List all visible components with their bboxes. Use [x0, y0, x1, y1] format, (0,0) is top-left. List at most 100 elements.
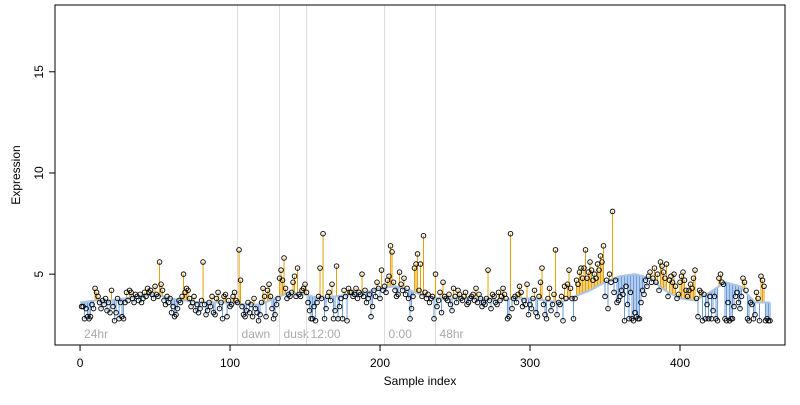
data-point [536, 293, 542, 300]
data-point [392, 287, 398, 294]
data-point [599, 259, 605, 265]
data-point [95, 293, 101, 300]
data-point [372, 293, 379, 300]
data-point [414, 251, 421, 257]
data-point [224, 313, 230, 320]
data-point [339, 315, 346, 322]
data-point [374, 279, 380, 286]
data-point [761, 283, 767, 290]
data-point [567, 285, 574, 292]
data-point [198, 297, 205, 304]
data-point [294, 265, 301, 271]
data-point [290, 279, 296, 286]
data-point [596, 267, 602, 273]
data-point [689, 285, 695, 292]
data-point [710, 307, 716, 314]
data-point [446, 291, 452, 298]
data-point [279, 277, 286, 283]
data-point [641, 291, 647, 298]
data-point [186, 295, 193, 302]
data-point [311, 303, 317, 310]
data-point [743, 287, 749, 294]
data-point [432, 271, 439, 277]
data-point [581, 265, 587, 271]
data-point [651, 265, 658, 271]
data-point [152, 283, 158, 290]
data-point [158, 281, 164, 288]
x-tick-label: 300 [520, 356, 540, 370]
x-tick-label: 200 [370, 356, 390, 370]
data-point [569, 295, 575, 302]
data-point [705, 315, 712, 322]
data-point [725, 299, 731, 306]
data-point [491, 293, 497, 300]
data-point [720, 281, 727, 288]
data-point [83, 305, 89, 312]
data-point [401, 275, 407, 281]
data-point [729, 315, 736, 322]
data-point [101, 301, 107, 308]
data-point [125, 297, 131, 304]
data-point [291, 273, 298, 279]
data-point [332, 307, 338, 314]
data-point [753, 289, 760, 296]
data-point [594, 261, 601, 267]
data-point [353, 285, 359, 292]
data-point [660, 269, 667, 275]
data-point [201, 301, 208, 308]
data-point [180, 271, 187, 277]
data-point [185, 287, 191, 294]
data-point [656, 287, 662, 294]
data-point [156, 259, 163, 265]
data-point [390, 279, 397, 286]
data-point [509, 305, 515, 312]
data-point [516, 283, 523, 290]
data-point [177, 299, 184, 306]
data-point [578, 265, 584, 271]
data-point [741, 279, 748, 286]
data-point [575, 281, 581, 288]
data-point [306, 307, 313, 314]
data-point [695, 313, 701, 320]
data-point [396, 269, 403, 275]
data-point [222, 291, 229, 298]
data-point [90, 305, 97, 312]
data-point [120, 315, 127, 322]
data-point [248, 301, 254, 308]
data-point [606, 271, 613, 277]
data-point [684, 293, 691, 300]
data-point [548, 307, 554, 314]
data-point [690, 275, 697, 281]
data-point [644, 283, 650, 290]
data-point [624, 301, 631, 308]
data-point [102, 295, 109, 302]
data-point [200, 259, 206, 265]
data-point [344, 317, 350, 324]
data-point [219, 315, 226, 322]
data-point [155, 293, 161, 300]
data-point [587, 259, 593, 265]
data-point [225, 297, 232, 304]
region-label: 48hr [440, 327, 464, 341]
data-point [543, 315, 550, 322]
data-point [477, 295, 484, 302]
data-point [435, 297, 442, 304]
data-point [416, 287, 422, 294]
data-point [513, 299, 520, 306]
data-point [714, 317, 721, 324]
data-point [665, 293, 671, 300]
data-point [500, 285, 506, 292]
data-point [128, 289, 134, 296]
data-point [554, 311, 560, 318]
data-point [474, 299, 481, 306]
data-point [170, 303, 176, 310]
data-point [303, 289, 310, 296]
data-point [246, 309, 253, 316]
data-point [377, 295, 383, 302]
data-point [216, 305, 223, 312]
data-point [438, 309, 445, 316]
data-point [755, 295, 761, 302]
data-point [179, 293, 185, 300]
